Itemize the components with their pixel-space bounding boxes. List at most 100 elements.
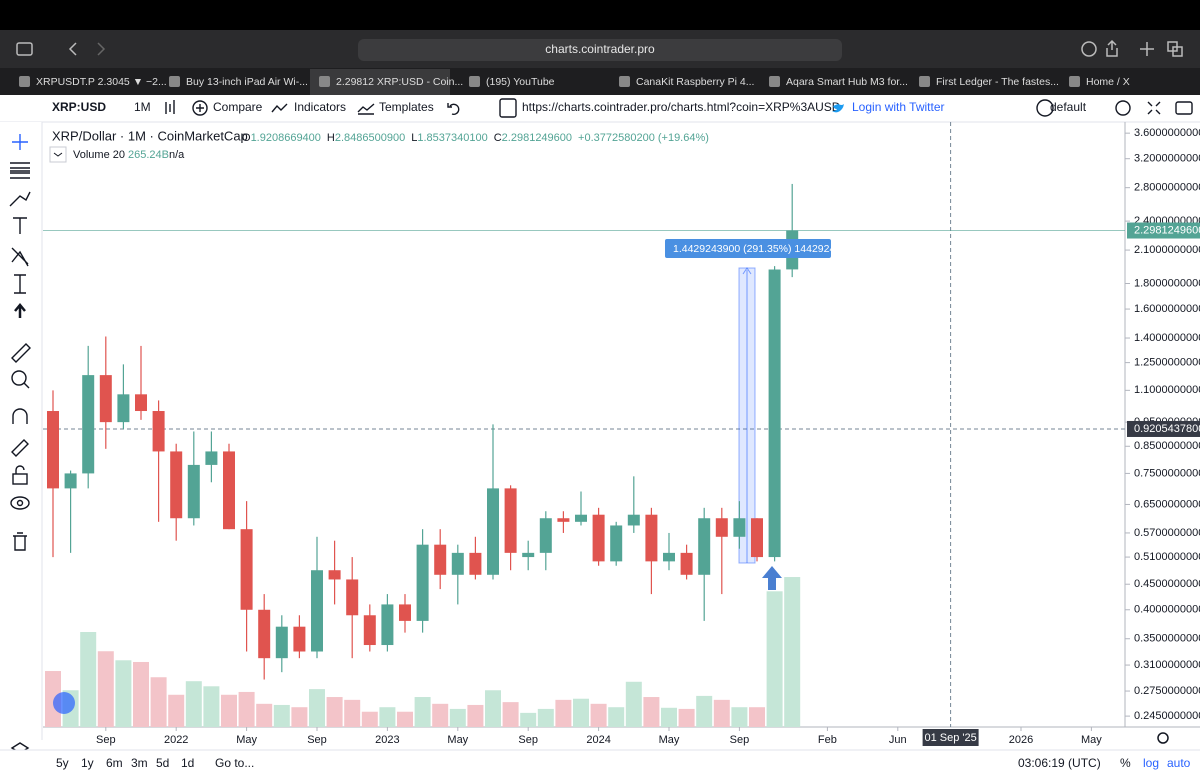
volume-bar bbox=[150, 677, 167, 727]
candle-body bbox=[469, 552, 482, 575]
tab-title[interactable]: (195) YouTube bbox=[486, 76, 555, 88]
volume-bar bbox=[573, 698, 589, 727]
tab-icon bbox=[19, 76, 30, 87]
interval[interactable]: 1M bbox=[134, 100, 151, 114]
ohlc-prefix: L bbox=[411, 132, 417, 144]
indicators-button[interactable]: Indicators bbox=[294, 100, 346, 114]
tab-title[interactable]: Aqara Smart Hub M3 for... bbox=[786, 76, 908, 88]
volume-bar bbox=[678, 708, 695, 727]
last-price-label: 2.2981249600 bbox=[1134, 224, 1200, 236]
tab-title[interactable]: First Ledger - The fastes... bbox=[936, 76, 1059, 88]
tab-title[interactable]: Home / X bbox=[1086, 76, 1130, 88]
volume-value: 265.24B bbox=[128, 149, 169, 161]
collapse-button[interactable] bbox=[49, 146, 67, 163]
y-tick-label: 0.5700000000 bbox=[1134, 527, 1200, 539]
symbol[interactable]: XRP:USD bbox=[52, 100, 106, 114]
login-twitter[interactable]: Login with Twitter bbox=[852, 100, 945, 114]
tab-icon bbox=[919, 76, 930, 87]
range-button[interactable]: 6m bbox=[106, 756, 123, 770]
crosshair-price-label: 0.9205437800 bbox=[1134, 423, 1200, 435]
crosshair-date-box bbox=[922, 729, 979, 746]
ohlc-value: 2.8486500900 bbox=[335, 132, 405, 144]
candle-body bbox=[715, 518, 728, 537]
y-tick-label: 2.8000000000 bbox=[1134, 182, 1200, 194]
tab-title[interactable]: XRPUSDT.P 2.3045 ▼ −2... bbox=[36, 76, 167, 88]
candle-body bbox=[346, 579, 359, 616]
tab-title[interactable]: Buy 13-inch iPad Air Wi-... bbox=[186, 76, 308, 88]
y-tick-label: 1.4000000000 bbox=[1134, 332, 1200, 344]
y-tick-label: 0.7500000000 bbox=[1134, 467, 1200, 479]
range-button[interactable]: 5d bbox=[156, 756, 169, 770]
range-button[interactable]: 1d bbox=[181, 756, 194, 770]
candle-body bbox=[557, 518, 570, 522]
volume-bar bbox=[784, 577, 801, 727]
tab-title[interactable]: 2.29812 XRP:USD - Coin... bbox=[336, 76, 463, 88]
volume-bar bbox=[361, 711, 378, 727]
layout-name[interactable]: default bbox=[1050, 100, 1087, 114]
measure-label-bg bbox=[665, 239, 831, 258]
toolbar-icons bbox=[165, 98, 1193, 118]
volume-bar bbox=[713, 699, 730, 727]
drawing-tools[interactable] bbox=[9, 134, 31, 758]
candle-body bbox=[751, 518, 763, 558]
range-button[interactable]: 3m bbox=[131, 756, 148, 770]
tab-title[interactable]: CanaKit Raspberry Pi 4... bbox=[636, 76, 754, 88]
log-toggle[interactable]: log bbox=[1143, 756, 1159, 770]
volume-bar bbox=[661, 707, 677, 727]
twitter-icon bbox=[832, 104, 844, 113]
volume-name: Volume 20 bbox=[73, 149, 125, 161]
volume-bar bbox=[731, 707, 748, 727]
candle-body bbox=[451, 552, 464, 575]
range-button[interactable]: 5y bbox=[56, 756, 69, 770]
y-tick-label: 0.6500000000 bbox=[1134, 498, 1200, 510]
volume-bar bbox=[749, 707, 765, 727]
compare-button[interactable]: Compare bbox=[213, 100, 263, 114]
last-price-box bbox=[1127, 222, 1200, 239]
volume-bar bbox=[485, 690, 501, 727]
clock: 03:06:19 (UTC) bbox=[1018, 756, 1101, 770]
candle-body bbox=[258, 609, 271, 659]
address-bar[interactable] bbox=[358, 39, 842, 61]
candle-body bbox=[47, 411, 59, 489]
x-tick-label: Sep bbox=[518, 734, 538, 746]
ohlc-value: 2.2981249600 bbox=[502, 132, 572, 144]
volume-bar bbox=[80, 632, 97, 727]
candle-body bbox=[205, 451, 218, 465]
candle-body bbox=[381, 604, 394, 646]
candle-body bbox=[275, 626, 288, 659]
volume-bar bbox=[397, 711, 413, 727]
volume-bar bbox=[449, 708, 466, 727]
volume-bar bbox=[221, 694, 237, 727]
tab-strip bbox=[0, 68, 1200, 95]
candle-body bbox=[311, 570, 323, 652]
range-button[interactable]: 1y bbox=[81, 756, 94, 770]
y-tick-label: 0.4000000000 bbox=[1134, 604, 1200, 616]
percent-toggle[interactable]: % bbox=[1120, 756, 1131, 770]
candle-body bbox=[645, 514, 658, 562]
volume-bar bbox=[467, 704, 484, 727]
measure-label: 1.4429243900 (291.35%) 144292439 bbox=[673, 243, 847, 255]
candle-body bbox=[240, 529, 253, 610]
candle-body bbox=[293, 626, 306, 652]
y-tick-label: 0.3500000000 bbox=[1134, 633, 1200, 645]
candle-body bbox=[99, 375, 112, 423]
active-tab[interactable] bbox=[310, 69, 450, 95]
settings-icon[interactable] bbox=[1157, 732, 1169, 744]
volume-bar bbox=[97, 651, 114, 727]
y-tick-label: 1.6000000000 bbox=[1134, 303, 1200, 315]
x-tick-label: Sep bbox=[307, 734, 327, 746]
ohlc-prefix: H bbox=[327, 132, 335, 144]
candle-body bbox=[170, 451, 183, 519]
volume-bar bbox=[238, 691, 255, 727]
x-tick-label: May bbox=[659, 734, 680, 746]
templates-button[interactable]: Templates bbox=[379, 100, 434, 114]
volume-bar bbox=[326, 697, 343, 727]
auto-toggle[interactable]: auto bbox=[1167, 756, 1191, 770]
chart-link[interactable]: https://charts.cointrader.pro/charts.htm… bbox=[522, 100, 841, 114]
goto-button[interactable]: Go to... bbox=[215, 756, 254, 770]
tab-icon bbox=[319, 76, 330, 87]
y-tick-label: 0.5100000000 bbox=[1134, 551, 1200, 563]
candle-body bbox=[152, 411, 165, 452]
volume-bar bbox=[291, 707, 308, 727]
candle-body bbox=[434, 544, 447, 575]
